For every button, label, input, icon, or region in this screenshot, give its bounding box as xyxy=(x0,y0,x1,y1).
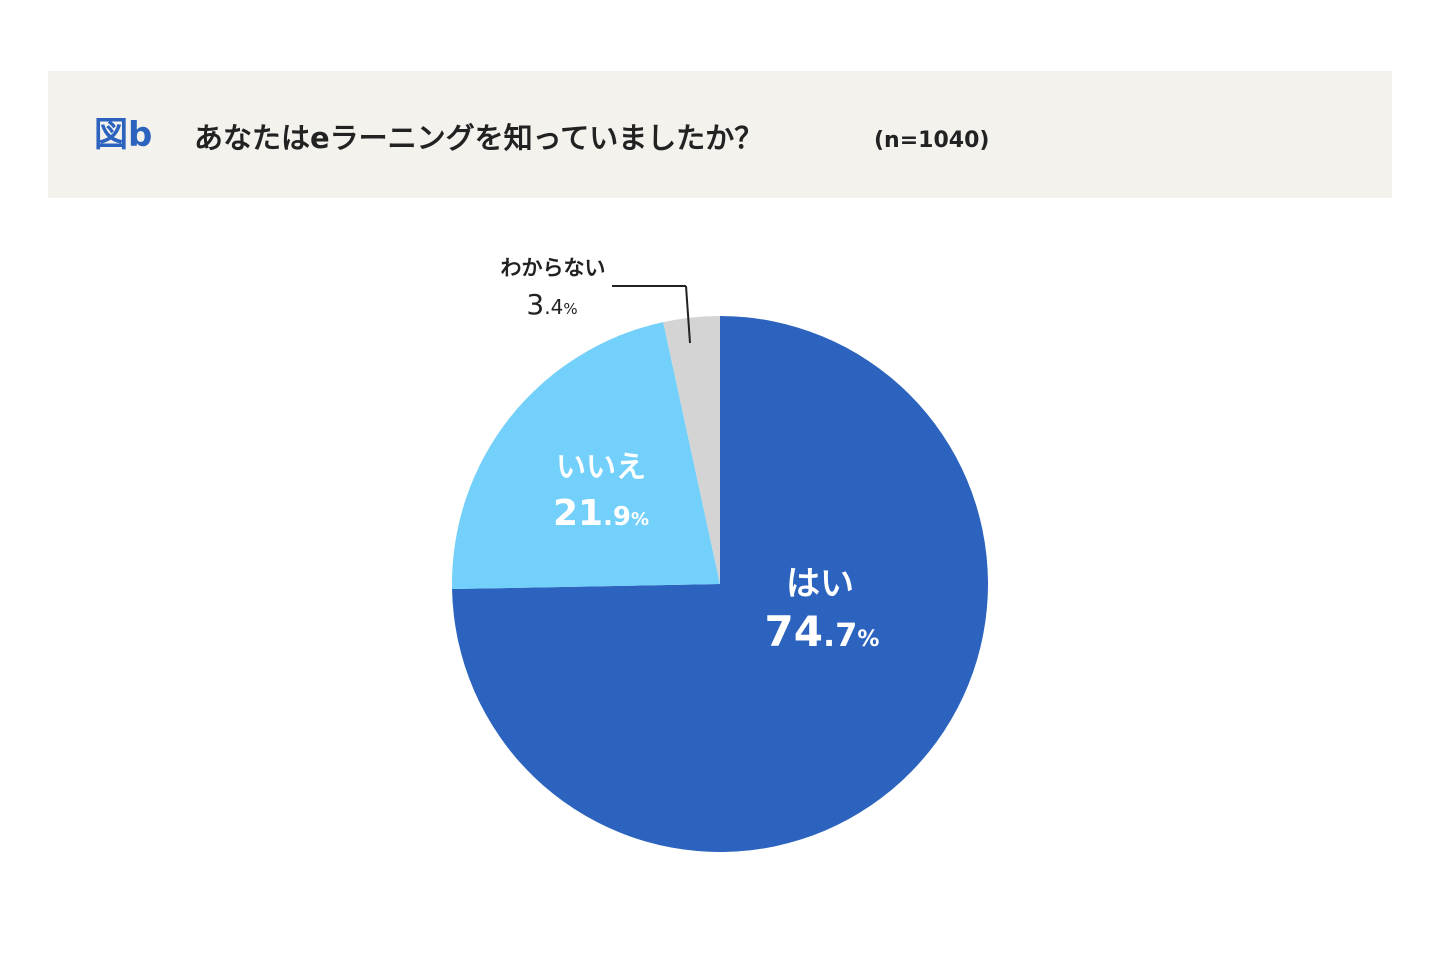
sample-size: (n=1040) xyxy=(874,128,990,153)
slice-value-yes-whole: 74 xyxy=(765,607,823,656)
slice-value-yes: 74.7% xyxy=(765,607,880,656)
slice-label-yes: はい xyxy=(786,564,854,604)
slice-label-unknown: わからない xyxy=(501,256,606,280)
chart-header: 図b あなたはeラーニングを知っていましたか？ (n=1040) xyxy=(48,71,1392,198)
slice-value-unknown-decimal: .4 xyxy=(544,295,563,319)
pie-slice-no xyxy=(451,322,720,590)
slice-value-yes-unit: % xyxy=(857,627,879,652)
slice-value-unknown-unit: % xyxy=(563,300,577,318)
figure-label: 図b xyxy=(94,115,153,155)
slice-value-no-whole: 21 xyxy=(553,493,603,534)
slice-value-no: 21.9% xyxy=(553,493,649,534)
slice-label-no: いいえ xyxy=(556,450,646,485)
slice-value-yes-decimal: .7 xyxy=(823,616,857,654)
pie-slice-yes xyxy=(452,316,989,853)
slice-value-unknown: 3.4% xyxy=(526,288,577,321)
chart-title: あなたはeラーニングを知っていましたか？ xyxy=(194,121,764,155)
pie-slices xyxy=(451,316,989,853)
slice-value-no-unit: % xyxy=(631,509,649,530)
slice-value-no-decimal: .9 xyxy=(603,502,631,532)
slice-value-unknown-whole: 3 xyxy=(526,288,544,321)
pie-slice-unknown xyxy=(663,316,720,584)
leader-line-vertical xyxy=(685,285,691,344)
